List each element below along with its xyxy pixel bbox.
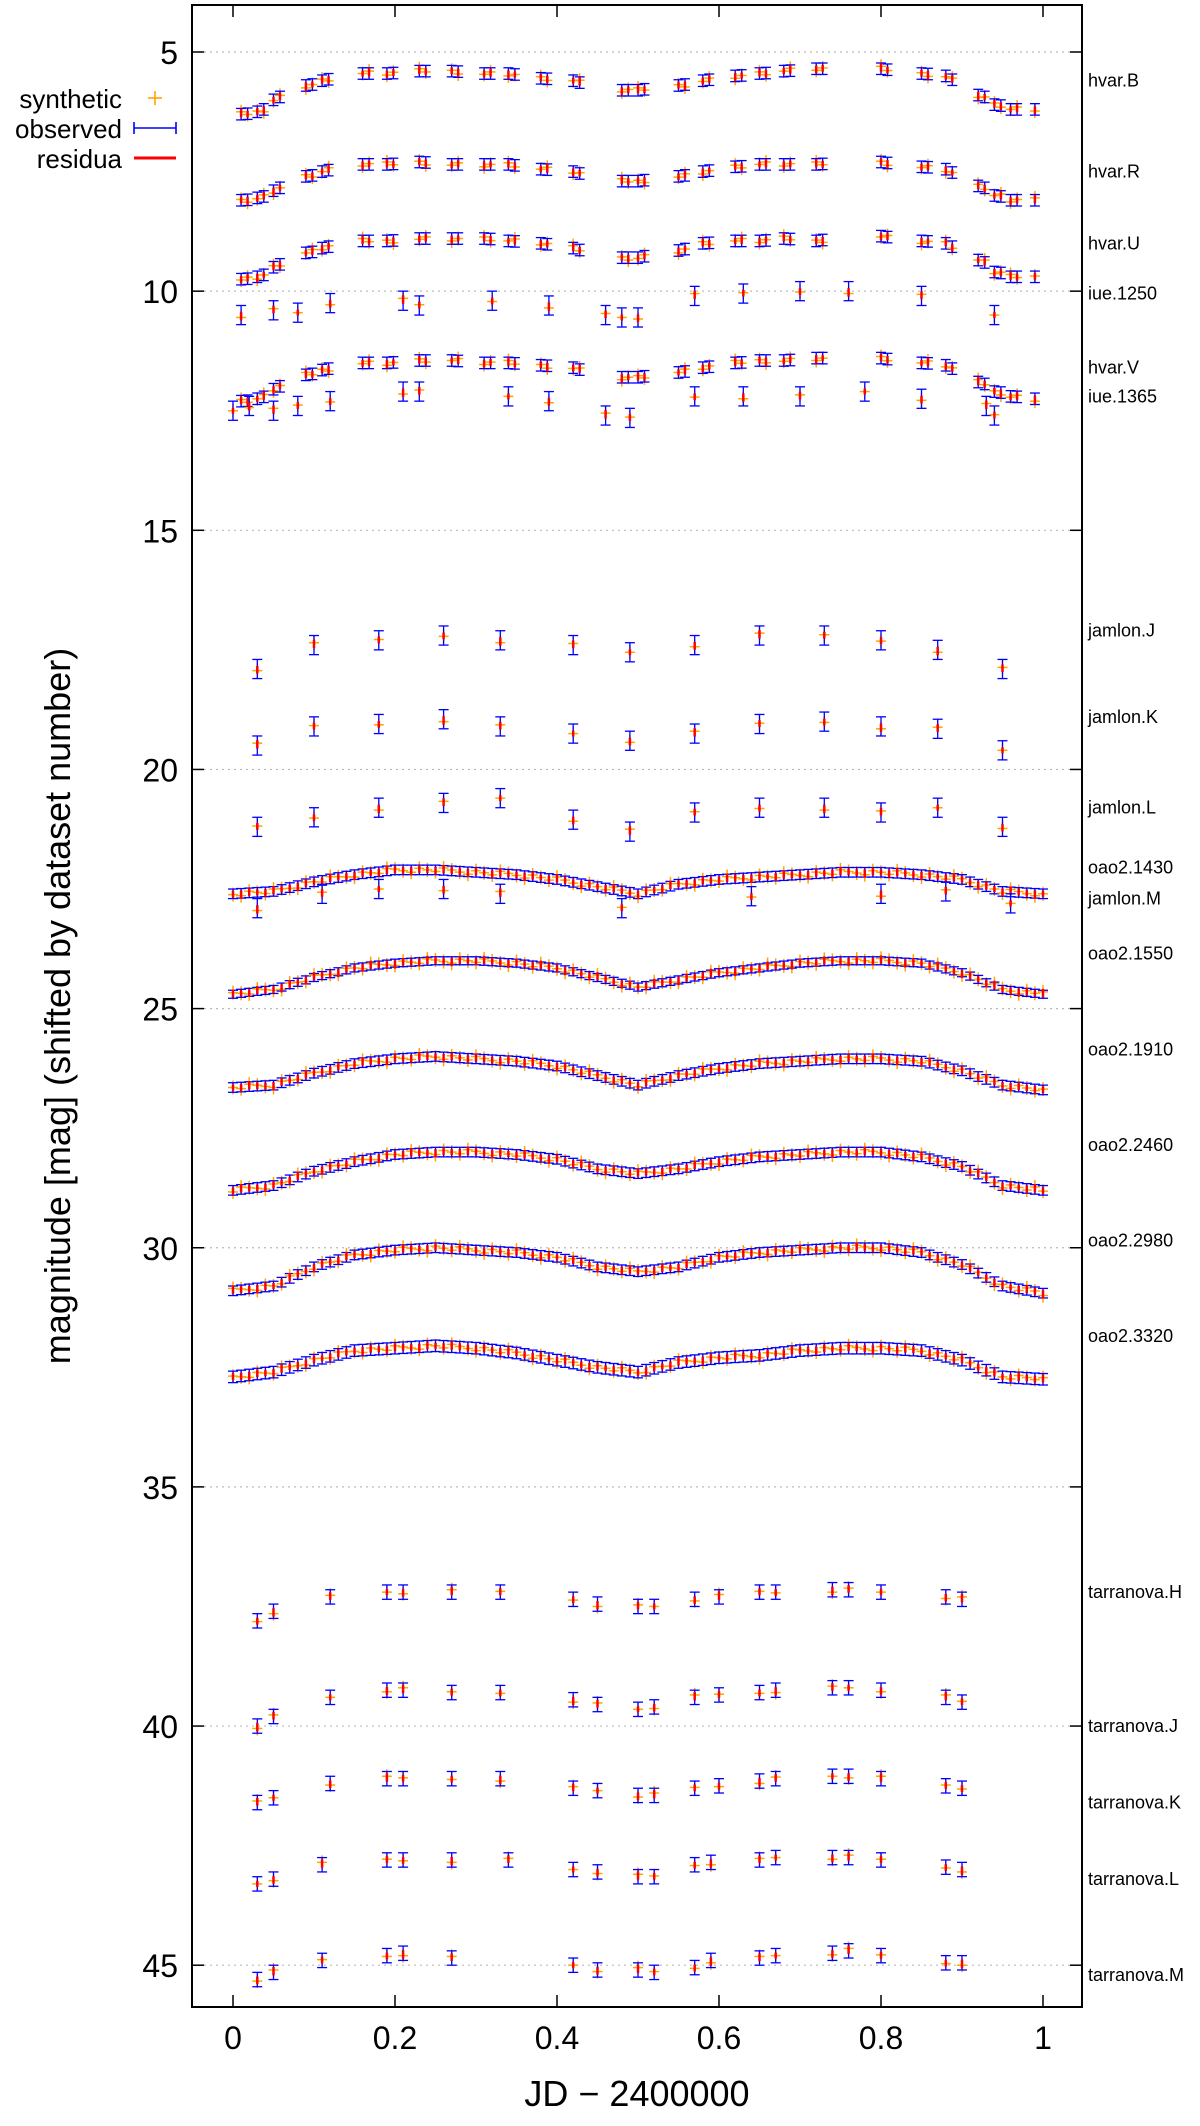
- series-iue.1250: [236, 280, 1000, 328]
- series-jamlon.K: [252, 709, 1008, 761]
- series-oao2.1910: [228, 1047, 1048, 1098]
- series-hvar.B: [236, 59, 1040, 122]
- series-oao2.1430: [228, 860, 1048, 904]
- series-hvar.U: [236, 228, 1040, 287]
- series-jamlon.L: [252, 787, 1008, 842]
- series-oao2.2980: [228, 1238, 1048, 1303]
- data-series: [228, 59, 1048, 1989]
- series-hvar.V: [236, 349, 1040, 410]
- series-oao2.1550: [228, 951, 1048, 1001]
- series-iue.1365: [228, 381, 1000, 429]
- series-jamlon.M: [252, 878, 1016, 919]
- series-oao2.3320: [228, 1337, 1048, 1387]
- series-hvar.R: [236, 154, 1040, 210]
- series-oao2.2460: [228, 1142, 1048, 1199]
- series-jamlon.J: [252, 625, 1008, 680]
